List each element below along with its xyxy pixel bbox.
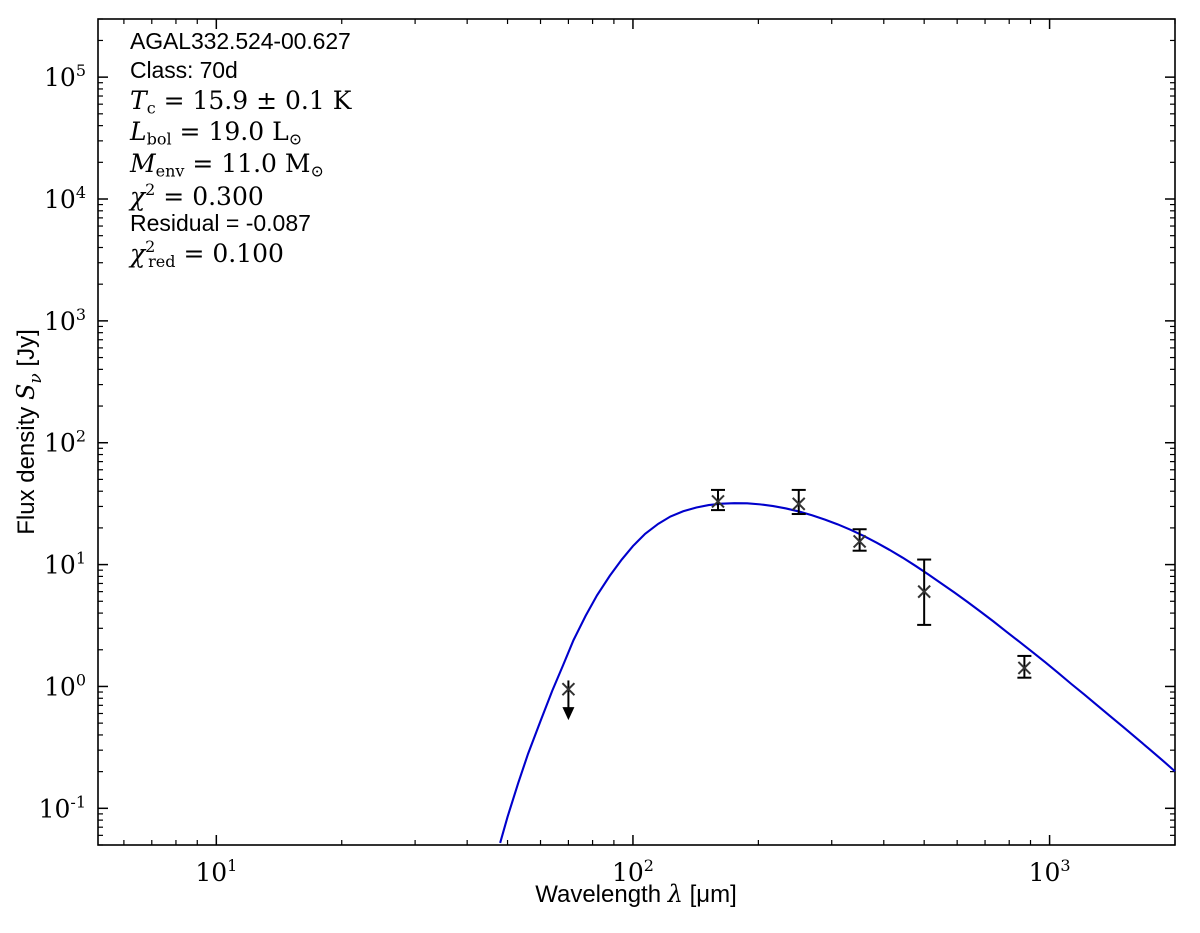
sun-icon-mass: ⊙ <box>310 161 324 181</box>
class-label: Class: 70d <box>130 57 238 83</box>
data-point <box>1017 654 1032 679</box>
mass-unit: M <box>276 148 311 178</box>
temperature-equals: = <box>155 86 193 115</box>
svg-text:103: 103 <box>44 305 86 336</box>
temperature-line: Tc = 15.9 ± 0.1 K <box>130 88 550 119</box>
chi2-red-symbol: χ <box>130 239 146 269</box>
svg-text:100: 100 <box>44 670 86 701</box>
svg-text:102: 102 <box>44 427 86 458</box>
svg-text:101: 101 <box>195 856 237 887</box>
chi2-symbol: χ <box>130 182 146 212</box>
tick-label-group: 101 102 103 10-1 100 101 102 103 104 105 <box>39 61 1071 887</box>
chi2-superscript: 2 <box>145 180 156 200</box>
chi2-red-value: 0.100 <box>212 239 284 269</box>
svg-text:104: 104 <box>44 183 86 214</box>
annotation-block: AGAL332.524-00.627 Class: 70d Tc = 15.9 … <box>130 30 550 273</box>
y-axis-title: Flux density Sν [Jy] <box>12 329 46 535</box>
temperature-error: 0.1 <box>285 86 325 115</box>
svg-text:Flux density Sν [Jy]: Flux density Sν [Jy] <box>12 329 46 535</box>
luminosity-symbol: L <box>130 117 147 147</box>
chi2-value: 0.300 <box>192 182 264 212</box>
svg-text:103: 103 <box>1029 856 1071 887</box>
temperature-plusminus: ± <box>248 86 286 115</box>
chi2-line: χ2 = 0.300 <box>130 182 550 212</box>
temperature-symbol: T <box>130 86 147 115</box>
minor-tick-group <box>98 18 1176 846</box>
chi2-red-superscript: 2 <box>145 237 156 257</box>
mass-line: Menv = 11.0 M⊙ <box>130 151 550 182</box>
luminosity-unit: L <box>264 117 289 147</box>
chi2-red-equals: = <box>175 239 213 269</box>
mass-subscript: env <box>155 161 185 181</box>
svg-text:10-1: 10-1 <box>39 792 86 823</box>
chi2-red-subscript: red <box>148 251 176 271</box>
residual-label: Residual <box>130 210 220 237</box>
residual-line: Residual = -0.087 <box>130 212 550 239</box>
mass-value: 11.0 <box>221 148 277 178</box>
mass-symbol: M <box>130 148 156 178</box>
temperature-unit: K <box>324 86 352 115</box>
axes-frame <box>97 18 1176 846</box>
svg-text:105: 105 <box>44 61 86 92</box>
luminosity-equals: = <box>171 117 209 147</box>
temperature-subscript: c <box>146 98 156 118</box>
data-point-group <box>561 488 1032 721</box>
data-point <box>852 528 867 552</box>
data-point <box>710 488 725 512</box>
model-curve <box>499 502 1176 844</box>
residual-value: -0.087 <box>245 210 311 237</box>
data-point <box>791 488 806 516</box>
svg-text:101: 101 <box>44 549 86 580</box>
x-axis-title: Wavelength λ [μm] <box>535 880 737 908</box>
temperature-value: 15.9 <box>192 86 249 115</box>
data-point <box>561 680 576 721</box>
mass-equals: = <box>184 148 222 178</box>
luminosity-line: Lbol = 19.0 L⊙ <box>130 119 550 150</box>
svg-text:Wavelength λ [μm]: Wavelength λ [μm] <box>535 880 737 908</box>
source-name: AGAL332.524-00.627 <box>130 28 351 54</box>
luminosity-value: 19.0 <box>208 117 265 147</box>
data-point <box>917 558 932 626</box>
luminosity-subscript: bol <box>146 129 172 149</box>
svg-text:102: 102 <box>612 856 654 887</box>
major-tick-group <box>98 19 1175 845</box>
chi2-red-line: χ2red = 0.100 <box>130 239 550 272</box>
residual-equals: = <box>219 210 246 237</box>
chi2-equals: = <box>155 182 193 212</box>
sun-icon-luminosity: ⊙ <box>288 129 303 149</box>
